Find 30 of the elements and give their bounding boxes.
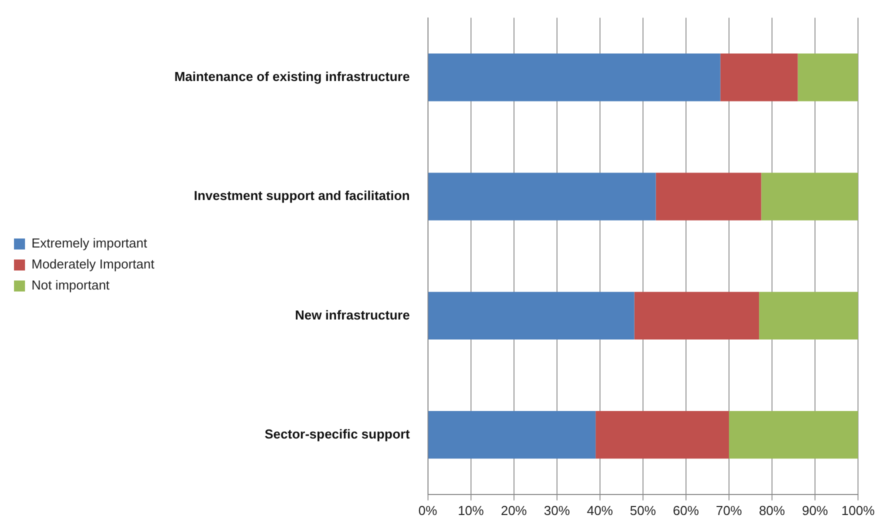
- bar: [428, 410, 596, 459]
- bar: [759, 292, 858, 340]
- y-tick-label: Sector-specific support: [264, 426, 410, 442]
- x-tick-label: 20%: [500, 502, 528, 518]
- legend-label: Not important: [32, 278, 110, 293]
- x-tick-label: 90%: [802, 502, 828, 518]
- x-tick-label: 80%: [758, 502, 786, 518]
- bar: [634, 292, 760, 340]
- x-tick-label: 40%: [586, 502, 614, 518]
- bar: [596, 410, 729, 459]
- legend-label: Moderately Important: [32, 256, 155, 272]
- x-tick-label: 50%: [630, 502, 656, 518]
- bar: [761, 172, 858, 220]
- y-tick-label: Maintenance of existing infrastructure: [174, 68, 410, 84]
- y-tick-label: New infrastructure: [294, 307, 410, 322]
- x-tick-label: 30%: [544, 502, 570, 518]
- bar: [428, 172, 656, 220]
- bar: [798, 54, 858, 102]
- x-tick-label: 70%: [716, 502, 742, 518]
- bar: [428, 54, 720, 102]
- legend-label: Extremely important: [32, 236, 148, 251]
- y-tick-label: Investment support and facilitation: [194, 188, 410, 204]
- bar: [720, 54, 798, 102]
- bar: [656, 172, 762, 220]
- x-tick-label: 100%: [841, 502, 876, 518]
- x-tick-label: 10%: [458, 502, 484, 518]
- bar: [728, 410, 858, 459]
- bar: [428, 292, 634, 340]
- x-tick-label: 0%: [418, 502, 438, 518]
- x-tick-label: 60%: [672, 502, 700, 518]
